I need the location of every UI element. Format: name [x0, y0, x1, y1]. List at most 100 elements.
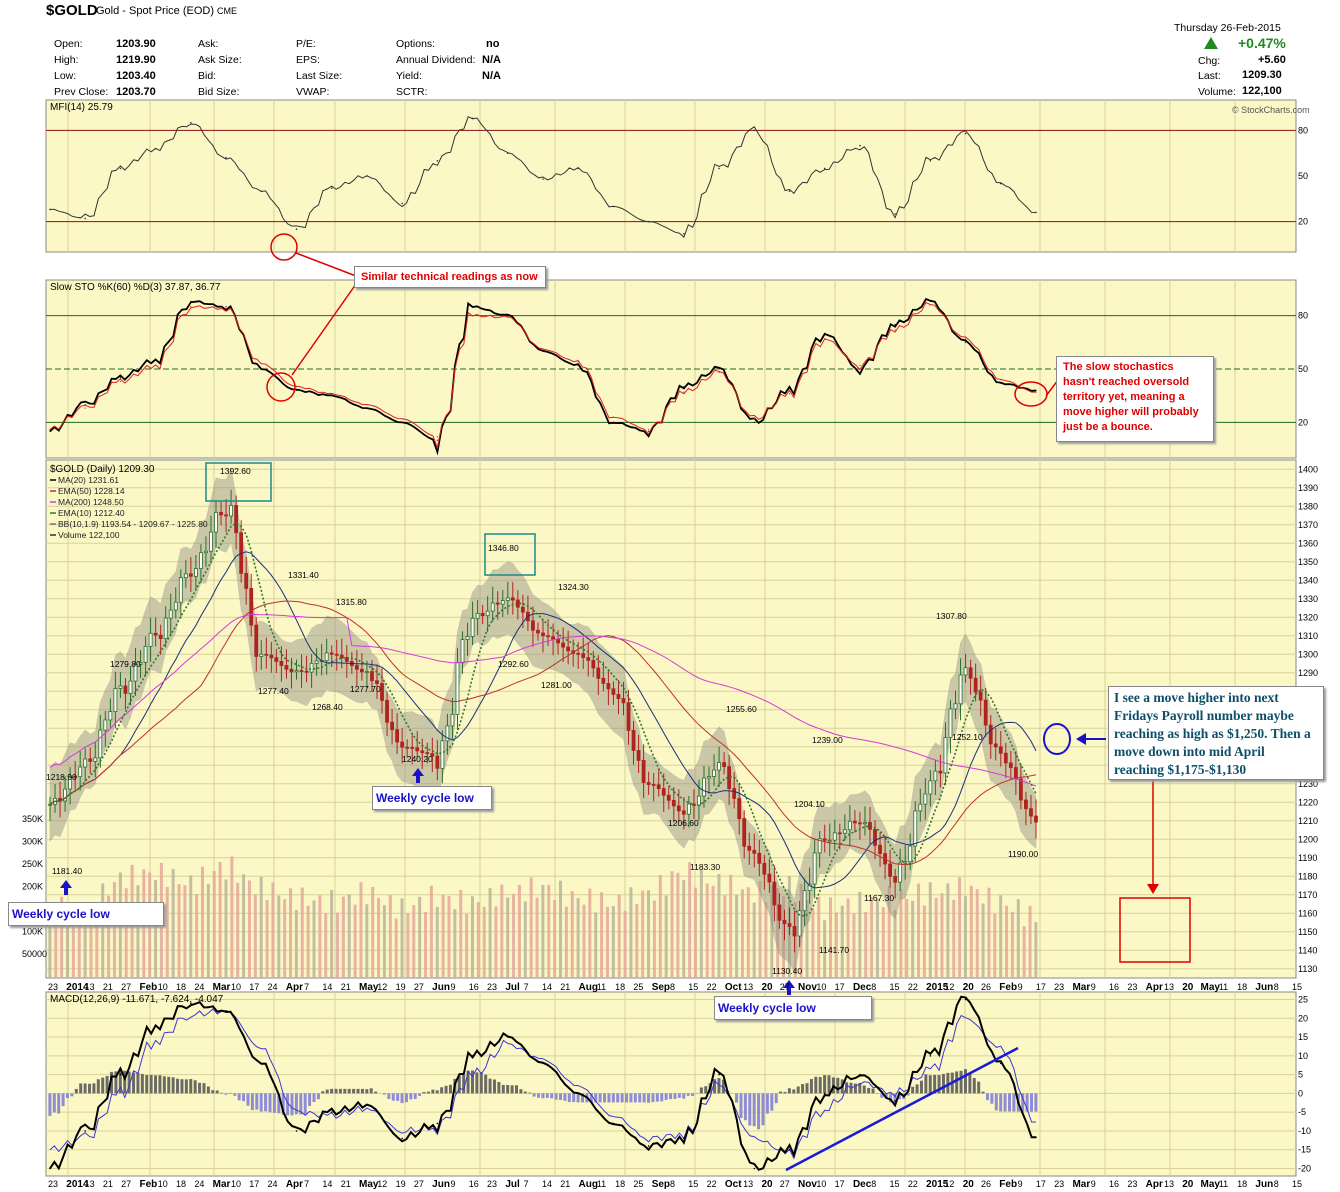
volume-bar — [247, 880, 251, 978]
mfi-point — [154, 147, 157, 150]
macd-histogram-bar — [149, 1074, 153, 1094]
volume-bar — [946, 883, 950, 978]
legend-item-4: BB(10,1.9) 1193.54 - 1209.67 - 1225.80 — [58, 519, 208, 529]
mfi-point — [436, 160, 439, 162]
macd-histogram-bar — [242, 1093, 246, 1102]
macd-histogram-bar — [871, 1088, 875, 1094]
xaxis-bottom-tick-21: Jun — [432, 1179, 450, 1190]
xaxis-bottom-tick-46: 15 — [890, 1179, 900, 1189]
candle-body — [983, 699, 988, 726]
xaxis-top-tick-5: Feb — [139, 982, 157, 993]
macd-histogram-bar — [783, 1091, 787, 1094]
volume-bar — [1022, 926, 1026, 978]
volume-bar — [770, 884, 774, 978]
macd-histogram-bar — [374, 1091, 378, 1094]
sto-point — [507, 315, 509, 317]
legend-item-2: MA(200) 1248.50 — [58, 497, 124, 507]
xaxis-top-tick-11: 17 — [249, 982, 259, 992]
sto-point — [1000, 382, 1002, 384]
target-arrowhead — [1076, 733, 1086, 745]
yield-label: Yield: — [396, 70, 422, 82]
macd-histogram-bar — [501, 1084, 505, 1094]
xaxis-bottom-tick-9: Mar — [213, 1179, 231, 1190]
volume-bar — [917, 883, 921, 978]
candle-body — [847, 820, 852, 831]
candle-body — [988, 724, 993, 745]
sto-tick-50: 50 — [1298, 364, 1308, 374]
xaxis-bottom-tick-67: 8 — [1274, 1179, 1279, 1189]
macd-histogram-bar — [532, 1093, 536, 1097]
xaxis-top-tick-0: 23 — [48, 982, 58, 992]
macd-histogram-bar — [184, 1079, 188, 1094]
mfi-point — [823, 167, 826, 170]
candle-body — [586, 657, 591, 661]
macd-histogram-bar — [937, 1075, 941, 1094]
macd-histogram-bar — [206, 1086, 210, 1094]
candle-body — [948, 708, 953, 738]
candle-body — [772, 881, 777, 906]
macd-histogram-bar — [198, 1082, 202, 1094]
macd-histogram-bar — [488, 1078, 492, 1094]
macd-point — [84, 1130, 87, 1132]
sto-point — [859, 364, 861, 367]
ema10-line — [49, 522, 1037, 917]
volume-bar — [699, 869, 703, 978]
sto-point — [753, 418, 755, 420]
xaxis-bottom-tick-65: 18 — [1237, 1179, 1247, 1189]
macd-histogram-bar — [88, 1083, 92, 1094]
macd-histogram-bar — [382, 1093, 386, 1095]
macd-histogram-bar — [180, 1079, 184, 1094]
macd-histogram-bar — [237, 1093, 241, 1101]
xaxis-bottom-tick-11: 17 — [249, 1179, 259, 1189]
xaxis-top-tick-59: 23 — [1127, 982, 1137, 992]
volume-bar — [776, 888, 780, 978]
macd-histogram-bar — [404, 1093, 408, 1103]
candle-body — [470, 617, 475, 637]
macd-point — [295, 1130, 298, 1132]
mfi-point — [647, 220, 650, 223]
xaxis-top-tick-1: 2014 — [66, 982, 89, 993]
cycle-low-arrow-shaft-0 — [64, 888, 68, 895]
sto-point — [824, 338, 826, 340]
macd-histogram-bar — [765, 1093, 769, 1114]
volume-bar — [553, 900, 557, 978]
volume-bar — [641, 890, 645, 978]
macd-histogram-bar — [356, 1088, 360, 1094]
volume-bar — [987, 887, 991, 978]
price-tick-1360: 1360 — [1298, 538, 1318, 548]
macd-histogram-bar — [1003, 1093, 1007, 1112]
price-label-1292.60: 1292.60 — [498, 659, 529, 669]
macd-point — [718, 1073, 720, 1076]
macd-histogram-bar — [911, 1086, 915, 1094]
macd-histogram-bar — [655, 1093, 659, 1102]
sto-tick-80: 80 — [1298, 311, 1308, 321]
xaxis-top-tick-57: 9 — [1091, 982, 1096, 992]
xaxis-top-tick-18: 12 — [377, 982, 387, 992]
volume-bar — [353, 904, 357, 978]
mfi-point — [999, 182, 1002, 185]
macd-histogram-bar — [686, 1093, 690, 1096]
quote-date: Thursday 26-Feb-2015 — [1174, 22, 1281, 34]
xaxis-top-tick-67: 8 — [1274, 982, 1279, 992]
sto-point — [1035, 389, 1037, 391]
macd-point — [683, 1137, 685, 1140]
candle-body — [958, 674, 963, 705]
price-label-1331.40: 1331.40 — [288, 570, 319, 580]
xaxis-top-tick-2: 13 — [85, 982, 95, 992]
xaxis-top-tick-52: Feb — [999, 982, 1017, 993]
xaxis-bottom-tick-15: 14 — [322, 1179, 332, 1189]
macd-histogram-bar — [281, 1093, 285, 1115]
macd-histogram-bar — [748, 1093, 752, 1126]
macd-histogram-bar — [735, 1093, 739, 1103]
macd-histogram-bar — [567, 1093, 571, 1103]
macd-histogram-bar — [259, 1093, 263, 1112]
mfi-point — [753, 129, 756, 132]
macd-histogram-bar — [801, 1084, 805, 1094]
xaxis-bottom-tick-45: 8 — [871, 1179, 876, 1189]
dividend-value: N/A — [482, 54, 501, 66]
macd-histogram-bar — [792, 1089, 796, 1094]
macd-point — [506, 1036, 509, 1038]
macd-histogram-bar — [972, 1078, 976, 1094]
candle-body — [465, 635, 470, 640]
last-size-label: Last Size: — [296, 70, 343, 82]
